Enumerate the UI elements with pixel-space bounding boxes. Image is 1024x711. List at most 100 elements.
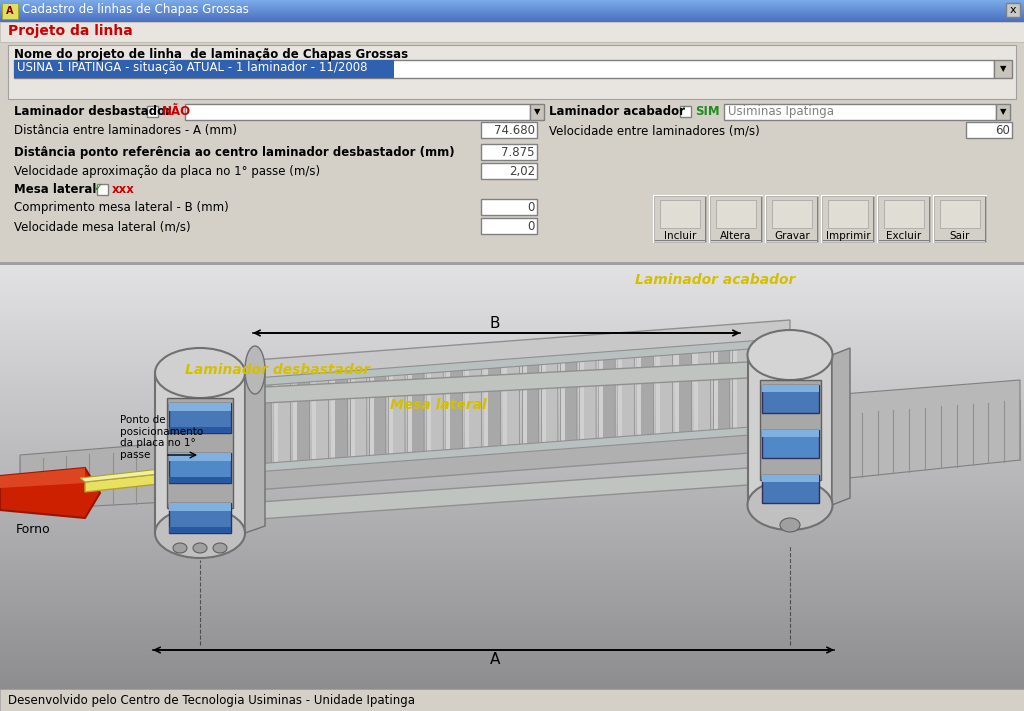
Bar — [0, 363, 1024, 364]
Bar — [766, 196, 818, 242]
Bar — [0, 275, 1024, 276]
Bar — [0, 428, 1024, 429]
Bar — [0, 686, 1024, 687]
Bar — [0, 351, 1024, 352]
Bar — [0, 511, 1024, 512]
Bar — [0, 493, 1024, 494]
Bar — [0, 311, 1024, 312]
Bar — [0, 654, 1024, 655]
Bar — [0, 512, 1024, 513]
Bar — [0, 624, 1024, 625]
Bar — [0, 451, 1024, 452]
Bar — [0, 570, 1024, 571]
Polygon shape — [790, 342, 798, 434]
Bar — [0, 458, 1024, 459]
Bar — [0, 500, 1024, 501]
Bar — [0, 351, 1024, 352]
Bar — [0, 550, 1024, 551]
Bar — [0, 623, 1024, 624]
Bar — [0, 586, 1024, 587]
Bar — [8, 99, 1016, 100]
Bar — [762, 430, 819, 458]
Bar — [680, 106, 691, 117]
Bar — [0, 294, 1024, 295]
Bar — [0, 480, 1024, 481]
Bar — [0, 420, 1024, 421]
Bar — [0, 479, 1024, 480]
Bar — [0, 664, 1024, 665]
Bar — [0, 320, 1024, 321]
Bar — [0, 265, 1024, 266]
Bar — [0, 297, 1024, 298]
Bar — [0, 608, 1024, 609]
Bar — [0, 362, 1024, 363]
Bar — [0, 464, 1024, 465]
Bar — [8, 45, 1016, 99]
Bar — [481, 199, 537, 215]
Bar — [0, 576, 1024, 577]
Bar — [0, 0, 1024, 1]
Bar — [0, 410, 1024, 411]
Bar — [0, 445, 1024, 446]
Bar — [0, 325, 1024, 326]
Bar — [481, 163, 537, 179]
Bar — [0, 605, 1024, 606]
Bar — [0, 567, 1024, 568]
Bar — [0, 388, 1024, 389]
Bar — [0, 599, 1024, 600]
Bar — [0, 376, 1024, 377]
Bar — [0, 649, 1024, 650]
Bar — [0, 538, 1024, 539]
Bar — [0, 524, 1024, 525]
Bar — [0, 545, 1024, 546]
Polygon shape — [350, 374, 367, 461]
Bar — [0, 437, 1024, 438]
Bar — [0, 648, 1024, 649]
Bar — [724, 104, 996, 120]
Bar — [0, 452, 1024, 453]
Bar — [97, 184, 108, 195]
Bar — [0, 670, 1024, 671]
Bar — [0, 389, 1024, 390]
Bar — [0, 634, 1024, 635]
Bar — [0, 469, 1024, 470]
Bar — [0, 413, 1024, 414]
Bar — [0, 619, 1024, 620]
Bar — [0, 505, 1024, 506]
Bar — [655, 240, 706, 241]
Bar — [0, 497, 1024, 498]
Polygon shape — [831, 348, 850, 505]
Bar — [0, 500, 1024, 501]
Bar — [0, 281, 1024, 282]
Bar — [0, 515, 1024, 516]
Bar — [0, 298, 1024, 299]
Polygon shape — [255, 320, 790, 380]
Polygon shape — [0, 468, 100, 518]
Bar — [0, 688, 1024, 689]
Bar — [0, 382, 1024, 383]
Bar — [0, 306, 1024, 307]
Bar — [169, 403, 231, 411]
Bar — [0, 629, 1024, 630]
Bar — [0, 531, 1024, 532]
Bar — [0, 405, 1024, 406]
Bar — [0, 329, 1024, 330]
Bar — [0, 340, 1024, 341]
Bar — [0, 8, 1024, 9]
Bar — [0, 460, 1024, 461]
Bar — [0, 491, 1024, 492]
Bar — [0, 621, 1024, 622]
Bar — [0, 519, 1024, 520]
Bar — [0, 592, 1024, 593]
Bar — [0, 514, 1024, 515]
Bar — [0, 2, 1024, 3]
Bar — [0, 317, 1024, 318]
Bar — [0, 623, 1024, 624]
Bar — [0, 497, 1024, 498]
Polygon shape — [247, 382, 255, 474]
Bar — [0, 678, 1024, 679]
Bar — [0, 675, 1024, 676]
Bar — [0, 295, 1024, 296]
Bar — [0, 454, 1024, 455]
Bar — [0, 326, 1024, 327]
